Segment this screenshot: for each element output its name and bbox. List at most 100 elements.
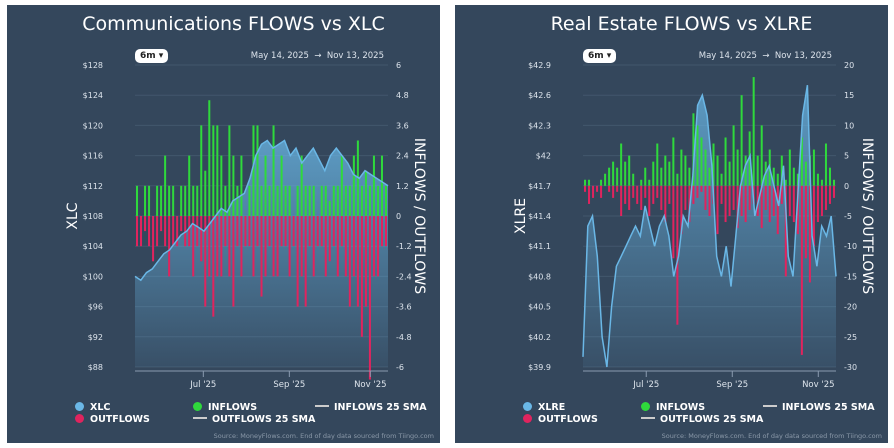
- inflow-bar: [716, 155, 719, 186]
- inflow-bar: [344, 185, 347, 216]
- date-from[interactable]: May 14, 2025: [698, 51, 757, 61]
- inflow-bar: [328, 200, 331, 216]
- inflow-bar: [272, 125, 275, 216]
- inflow-bar: [696, 125, 699, 186]
- outflow-bar: [760, 185, 763, 229]
- outflow-bar: [824, 185, 827, 210]
- outflow-bar: [728, 185, 731, 216]
- outflow-bar: [708, 185, 711, 216]
- inflow-bar: [380, 155, 383, 216]
- inflow-bar: [828, 167, 831, 186]
- inflow-bar: [312, 185, 315, 216]
- legend-inflows-sma[interactable]: INFLOWS 25 SMA: [763, 402, 875, 413]
- inflow-bar: [660, 167, 663, 186]
- inflow-bar: [700, 137, 703, 186]
- range-dropdown[interactable]: 6m ▾: [135, 49, 169, 63]
- date-range[interactable]: May 14, 2025 → Nov 13, 2025: [251, 51, 384, 61]
- inflow-bar: [308, 185, 311, 216]
- outflow-bar: [800, 185, 803, 355]
- y-left-tick: $128: [83, 61, 103, 70]
- inflow-bar: [248, 185, 251, 216]
- price-line: [582, 84, 837, 368]
- outflow-bar: [700, 185, 703, 192]
- y-right-tick: 6: [396, 61, 401, 70]
- outflow-bar: [324, 216, 327, 277]
- inflow-bar: [676, 173, 679, 186]
- inflow-bar: [348, 185, 351, 216]
- legend-label: OUTFLOWS 25 SMA: [660, 414, 764, 425]
- square-marker-icon: [641, 417, 655, 419]
- outflow-bar: [592, 185, 595, 198]
- inflow-bar: [724, 137, 727, 186]
- outflow-bar: [268, 216, 271, 247]
- y-left-tick: $92: [88, 333, 103, 342]
- y-right-tick: 4.8: [396, 91, 409, 100]
- inflow-bar: [792, 167, 795, 186]
- y-left-tick: $39.9: [528, 363, 551, 372]
- inflow-bar: [324, 185, 327, 216]
- legend-label: XLRE: [538, 402, 566, 413]
- circle-icon: [75, 402, 84, 411]
- outflow-bar: [244, 216, 247, 247]
- legend-label: XLC: [90, 402, 111, 413]
- inflow-bar: [360, 185, 363, 216]
- outflow-bar: [176, 216, 179, 247]
- legend-inflows[interactable]: INFLOWS: [193, 402, 257, 413]
- legend-outflows[interactable]: OUTFLOWS: [75, 414, 150, 425]
- outflow-bar: [348, 216, 351, 307]
- outflow-bar: [828, 185, 831, 204]
- legend-inflows[interactable]: INFLOWS: [641, 402, 705, 413]
- outflow-bar: [284, 216, 287, 247]
- date-to[interactable]: Nov 13, 2025: [326, 51, 384, 61]
- inflow-bar: [368, 185, 371, 216]
- inflow-bar: [268, 185, 271, 216]
- date-range[interactable]: May 14, 2025 → Nov 13, 2025: [699, 51, 832, 61]
- inflow-bar: [628, 155, 631, 186]
- outflow-bar: [812, 185, 815, 247]
- y-right-tick: 2.4: [396, 152, 409, 161]
- inflow-bar: [376, 185, 379, 216]
- outflow-bar: [632, 185, 635, 198]
- inflow-bar: [804, 161, 807, 186]
- legend-outflows-sma[interactable]: OUTFLOWS 25 SMA: [193, 414, 315, 425]
- inflow-bar: [332, 185, 335, 216]
- range-dropdown[interactable]: 6m ▾: [583, 49, 617, 63]
- outflow-bar: [808, 185, 811, 283]
- legend-inflows-sma[interactable]: INFLOWS 25 SMA: [315, 402, 427, 413]
- date-to[interactable]: Nov 13, 2025: [774, 51, 832, 61]
- inflow-bar: [604, 173, 607, 186]
- outflow-bar: [596, 185, 599, 192]
- inflow-bar: [692, 113, 695, 186]
- legend-outflows[interactable]: OUTFLOWS: [523, 414, 598, 425]
- inflow-bar: [728, 161, 731, 186]
- legend-price[interactable]: XLC: [75, 402, 110, 413]
- legend-outflows-sma[interactable]: OUTFLOWS 25 SMA: [641, 414, 763, 425]
- outflow-bar: [172, 216, 175, 247]
- inflow-bar: [648, 179, 651, 186]
- date-from[interactable]: May 14, 2025: [250, 51, 309, 61]
- legend-price[interactable]: XLRE: [523, 402, 565, 413]
- inflow-bar: [320, 185, 323, 216]
- inflow-bar: [192, 185, 195, 216]
- y-left-tick: $42.6: [528, 91, 551, 100]
- inflow-bar: [144, 185, 147, 216]
- y-right-tick: -5: [844, 212, 852, 221]
- outflow-bar: [608, 185, 611, 192]
- inflow-bar: [220, 155, 223, 216]
- inflow-bar: [788, 149, 791, 186]
- inflow-bar: [784, 179, 787, 186]
- inflow-bar: [156, 185, 159, 216]
- arrow-icon: →: [314, 51, 322, 61]
- line-marker-icon: [315, 405, 329, 407]
- chart-svg: $128 $124 $120 $116 $112 $108 $104 $100 $96 $92 $8…: [65, 61, 427, 390]
- x-tick: Nov '25: [354, 380, 386, 390]
- inflow-bar: [252, 125, 255, 216]
- outflow-bar: [796, 185, 799, 235]
- outflow-bar: [204, 216, 207, 307]
- inflow-bar: [188, 155, 191, 216]
- outflow-bar: [732, 185, 735, 210]
- outflow-bar: [600, 185, 603, 198]
- price-area: [583, 85, 836, 367]
- inflow-bar: [588, 179, 591, 186]
- y-left-tick: $40.2: [528, 333, 551, 342]
